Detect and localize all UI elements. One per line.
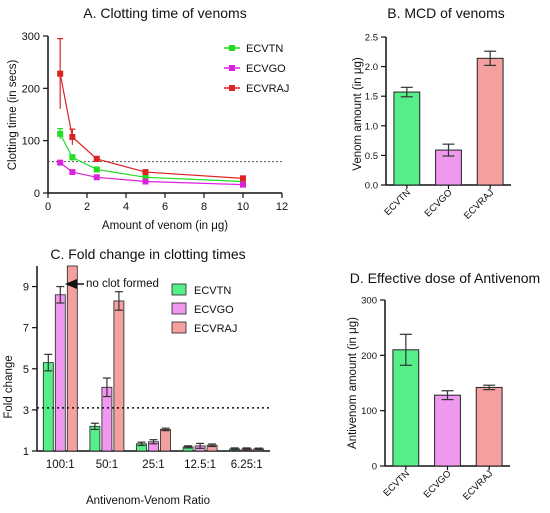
- panel-a-point-ecvraj: [57, 70, 64, 77]
- panel-c: C. Fold change in clotting times Antiven…: [3, 246, 270, 507]
- panel-b-ytick-label: 1.5: [365, 92, 378, 103]
- panel-b-xtick-label: ECVGO: [423, 187, 455, 219]
- panel-c-bar-ecvgo: [54, 294, 66, 452]
- panel-d-ytick-label: 100: [361, 406, 377, 417]
- panel-d-xtick-label: ECVGO: [422, 468, 454, 500]
- panel-a-point-ecvtn: [240, 178, 246, 185]
- panel-d-bar-ecvtn: [392, 349, 420, 467]
- panel-a-legend-label: ECVTN: [246, 43, 283, 55]
- panel-a-xlabel: Amount of venom (in μg): [102, 220, 228, 232]
- panel-a-point-ecvgo: [93, 174, 100, 181]
- panel-c-bar-ecvraj: [160, 429, 171, 452]
- panel-a-legend-marker: [229, 85, 235, 91]
- panel-c-legend-swatch: [171, 283, 187, 296]
- panel-d: D. Effective dose of Antivenom Antivenom…: [347, 270, 540, 503]
- panel-c-ytick-label: 5: [23, 364, 29, 376]
- panel-d-xtick-label: ECVTN: [381, 468, 412, 499]
- panel-d-title: D. Effective dose of Antivenom: [350, 270, 540, 286]
- panel-d-ytick-label: 300: [361, 296, 377, 307]
- panel-a-xtick-label: 0: [45, 201, 51, 213]
- panel-c-xtick-label: 12.5:1: [184, 459, 216, 471]
- panel-a-ylabel: Clotting time (in secs): [7, 60, 19, 171]
- panel-a-xtick-label: 4: [123, 201, 129, 213]
- panel-c-bar-ecvtn: [42, 362, 54, 452]
- panel-d-bar-ecvraj: [475, 386, 503, 467]
- panel-a-point-ecvgo: [240, 181, 246, 188]
- panel-a-xtick-label: 2: [84, 201, 90, 213]
- panel-c-ylabel: Fold change: [3, 355, 15, 418]
- panel-a-xtick-label: 10: [237, 201, 249, 213]
- panel-a-point-ecvgo: [57, 159, 64, 166]
- panel-c-legend-label: ECVRAJ: [194, 323, 237, 335]
- panel-a-series-line-ecvtn: [59, 133, 244, 183]
- panel-a-point-ecvtn: [142, 174, 149, 181]
- panel-a-point-ecvtn: [57, 130, 64, 137]
- panel-d-xtick-label: ECVRAJ: [461, 468, 495, 502]
- panel-c-xtick-label: 100:1: [46, 459, 75, 471]
- panel-b: B. MCD of venoms Venom amount (in μg) 0.…: [352, 5, 511, 222]
- panel-a-point-ecvtn: [93, 166, 100, 173]
- panel-a-point-ecvraj: [142, 169, 149, 176]
- panel-c-legend-swatch: [171, 302, 187, 315]
- panel-a-xtick-label: 6: [162, 201, 168, 213]
- panel-d-ytick-label: 0: [372, 462, 377, 473]
- panel-c-xlabel: Antivenom-Venom Ratio: [86, 495, 210, 507]
- annotation-arrow-head: [65, 279, 77, 289]
- panel-b-title: B. MCD of venoms: [387, 5, 504, 21]
- panel-a-series-line-ecvraj: [59, 73, 244, 179]
- panel-c-bar-ecvraj: [66, 265, 78, 452]
- panel-b-xtick-label: ECVRAJ: [462, 187, 496, 221]
- panel-a-ytick-label: 300: [22, 31, 40, 43]
- panel-c-ytick-label: 1: [23, 446, 29, 458]
- panel-c-bar-ecvraj: [113, 300, 125, 452]
- panel-c-ytick-label: 7: [23, 323, 29, 335]
- panel-a-xtick-label: 12: [276, 201, 288, 213]
- panel-b-bar-ecvraj: [476, 57, 504, 186]
- panel-a-point-ecvtn: [69, 154, 76, 161]
- panel-c-legend: ECVTN ECVGO ECVRAJ: [171, 283, 237, 335]
- panel-a-xtick-label: 8: [201, 201, 207, 213]
- panel-a-ytick-label: 200: [22, 83, 40, 95]
- panel-b-ytick-label: 2.0: [365, 62, 378, 73]
- panel-a-legend-label: ECVGO: [246, 63, 286, 75]
- panel-d-ytick-label: 200: [361, 351, 377, 362]
- panel-b-bar-ecvtn: [393, 91, 421, 186]
- panel-c-legend-label: ECVGO: [194, 304, 234, 316]
- panel-c-xtick-label: 6.25:1: [231, 459, 263, 471]
- panel-c-bar-ecvtn: [89, 425, 101, 452]
- panel-d-bar-ecvgo: [434, 394, 461, 467]
- panel-c-legend-swatch: [171, 321, 187, 334]
- panel-a-legend: ECVTN ECVGO ECVRAJ: [224, 43, 289, 95]
- panel-a-legend-marker: [229, 45, 235, 51]
- no-clot-annotation: no clot formed: [86, 278, 159, 290]
- panel-a-ytick-label: 100: [22, 136, 40, 148]
- panel-b-ytick-label: 0.5: [365, 151, 378, 162]
- panel-a-title: A. Clotting time of venoms: [83, 5, 246, 21]
- panel-c-ytick-label: 9: [23, 282, 29, 294]
- panel-d-ylabel: Antivenom amount (in μg): [347, 317, 359, 449]
- panel-a-legend-label: ECVRAJ: [246, 83, 289, 95]
- panel-a-point-ecvgo: [142, 178, 149, 185]
- panel-c-legend-label: ECVTN: [194, 285, 231, 297]
- panel-b-ytick-label: 0.0: [365, 181, 378, 192]
- panel-a-series-line-ecvgo: [59, 162, 244, 186]
- panel-a-ytick-label: 0: [34, 188, 40, 200]
- panel-b-ytick-label: 1.0: [365, 121, 378, 132]
- panel-a-point-ecvraj: [93, 155, 100, 162]
- panel-a-point-ecvraj: [69, 134, 76, 141]
- panel-c-xtick-label: 25:1: [142, 459, 164, 471]
- panel-a-legend-marker: [229, 65, 235, 71]
- panel-c-title: C. Fold change in clotting times: [50, 246, 245, 262]
- panel-a-point-ecvgo: [69, 169, 76, 176]
- panel-c-xtick-label: 50:1: [96, 459, 118, 471]
- panel-b-ytick-label: 2.5: [365, 33, 378, 44]
- panel-a-point-ecvraj: [240, 175, 246, 182]
- panel-b-ylabel: Venom amount (in μg): [352, 57, 364, 171]
- panel-a: A. Clotting time of venoms Amount of ven…: [7, 5, 289, 232]
- panel-b-xtick-label: ECVTN: [382, 187, 413, 218]
- panel-c-ytick-label: 3: [23, 405, 29, 417]
